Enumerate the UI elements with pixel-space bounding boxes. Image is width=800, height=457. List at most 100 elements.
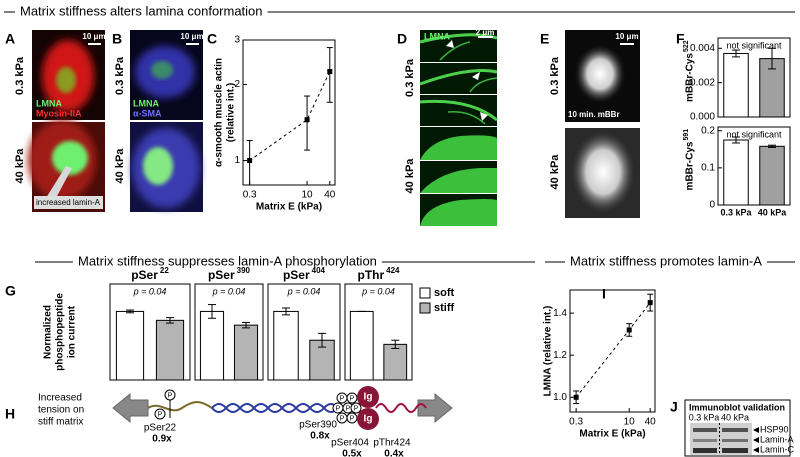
caption: 10 min. mBBr	[568, 110, 620, 119]
chart-title: pSer	[131, 268, 158, 282]
bar	[383, 343, 408, 381]
condition-label: 40 kPa	[549, 154, 561, 190]
scale-label: 10 μm	[180, 32, 203, 41]
band-label: HSP90	[760, 424, 789, 434]
phospho-label: P	[350, 395, 355, 402]
legend-label: soft	[434, 287, 455, 299]
plot-frame	[569, 289, 656, 413]
site-ratio: 0.4x	[384, 449, 404, 457]
section-header: Matrix stiffness suppresses lamin-A phos…	[78, 253, 377, 268]
data-point	[573, 394, 579, 400]
panel-letter: F	[676, 31, 685, 47]
y-tick-label: 3	[234, 35, 240, 46]
chart-title: pThr	[357, 268, 384, 282]
x-tick-label: 0.3	[243, 190, 257, 201]
y-axis-label: mBBr-Cys	[685, 141, 696, 190]
chart-title: pSer	[283, 268, 310, 282]
ig-domain	[357, 408, 379, 430]
x-tick-label: 0.3	[569, 417, 583, 428]
ig-label: Ig	[364, 392, 373, 403]
panel-letter: A	[5, 31, 15, 47]
y-tick-label: 0	[709, 200, 715, 211]
data-point	[304, 117, 310, 123]
panel-letter: C	[207, 31, 217, 47]
phospho-site	[346, 392, 358, 404]
lane-label: 0.3 kPa	[689, 412, 720, 422]
bar	[723, 139, 749, 206]
lane-label: 40 kPa	[721, 412, 749, 422]
phospho-site	[164, 389, 176, 401]
panel-letter: D	[397, 31, 407, 47]
section-header: Matrix stiffness alters lamina conformat…	[20, 3, 263, 18]
site-name: pSer404	[331, 438, 369, 449]
y-axis-label: ion current	[67, 305, 78, 358]
chart-title-sup: 390	[237, 266, 251, 275]
annotation: p = 0.04	[361, 286, 395, 296]
scale-label: 10 μm	[615, 32, 638, 41]
y-axis-label: phosphopeptide	[55, 293, 66, 371]
h-caption: Increased	[38, 393, 82, 404]
site-name: pSer390	[299, 420, 337, 431]
bar	[723, 52, 749, 118]
y-tick-label: 0.004	[690, 43, 715, 54]
scale-label: 2 μm	[476, 28, 495, 37]
ig-label: Ig	[364, 414, 373, 425]
y-axis-label: (relative int.)	[226, 83, 237, 142]
stain-label: Myosin-IIA	[36, 108, 82, 118]
site-ratio: 0.5x	[342, 449, 362, 457]
site-name: pSer22	[144, 423, 177, 434]
y-axis-label: Normalized	[43, 305, 54, 359]
stain-label: α-SMA	[133, 108, 162, 118]
plot-frame	[109, 283, 191, 381]
x-tick-label: 40	[645, 417, 657, 428]
condition-label: 40 kPa	[114, 148, 126, 184]
y-axis-label-sup: 522	[683, 40, 690, 52]
stain-label: LMNA	[36, 98, 62, 108]
annotation: not significant	[726, 129, 782, 139]
x-axis-label: Matrix E (kPa)	[579, 429, 645, 440]
panel-h-diagram	[112, 392, 453, 424]
panel-letter: E	[540, 31, 549, 47]
phospho-label: P	[168, 392, 173, 399]
data-point	[247, 158, 253, 164]
trend-line	[249, 71, 331, 161]
condition-label: 0.3 kPa	[14, 56, 26, 95]
condition-label: 0.3 kPa	[114, 56, 126, 95]
bar	[199, 310, 225, 381]
x-tick-label: 40	[324, 190, 336, 201]
condition-label: 40 kPa	[14, 148, 26, 184]
scale-label: 10 μm	[82, 32, 105, 41]
data-point	[647, 300, 653, 306]
chart-title-sup: 22	[160, 266, 169, 275]
plot-frame	[267, 283, 341, 381]
stain-label: LMNA	[133, 98, 159, 108]
legend-swatch	[419, 287, 431, 299]
trend-line	[575, 302, 651, 398]
bar	[155, 319, 185, 381]
x-tick-label: 0.3 kPa	[720, 207, 752, 217]
site-ratio: 0.9x	[152, 434, 172, 445]
y-axis-label-sup: 591	[683, 129, 690, 141]
y-tick-label: 1.2	[553, 350, 567, 361]
panel-letter: H	[5, 406, 15, 422]
legend-swatch	[419, 302, 431, 314]
y-axis-label: α-smooth muscle actin	[214, 58, 225, 167]
panel-j-blot	[684, 399, 791, 457]
phospho-label: P	[340, 395, 345, 402]
annotation: p = 0.04	[287, 286, 321, 296]
annotation: p = 0.04	[212, 286, 246, 296]
panel-letter: I	[602, 286, 606, 302]
x-tick-label: 40 kPa	[758, 207, 788, 217]
condition-label: 0.3 kPa	[404, 58, 416, 97]
callout: increased lamin-A	[36, 198, 101, 207]
condition-label: 40 kPa	[404, 158, 416, 194]
condition-label: 0.3 kPa	[549, 56, 561, 95]
data-point	[626, 327, 632, 333]
panel-b-images	[130, 30, 203, 212]
bar	[115, 310, 145, 381]
bar	[273, 310, 299, 381]
phospho-site	[350, 402, 362, 414]
plot-frame	[344, 283, 413, 381]
stain-label: LMNA	[424, 31, 450, 41]
